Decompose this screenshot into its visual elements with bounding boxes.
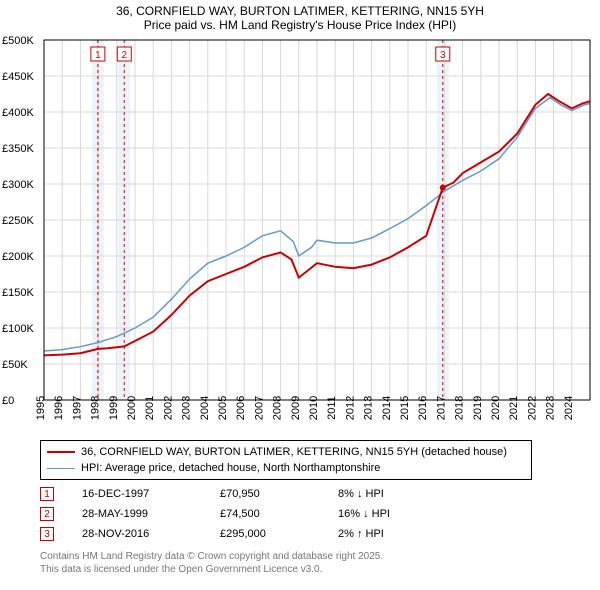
title-line-2: Price paid vs. HM Land Registry's House … [0,18,600,32]
chart-area: £0 £50K £100K £150K £200K £250K £300K £350K £400… [0,34,600,434]
sale-price: £295,000 [220,528,310,540]
x-tick-label: 2002 [162,396,174,420]
x-tick-label: 2007 [253,396,265,420]
x-tick-label: 2016 [417,396,429,420]
legend-label: HPI: Average price, detached house, Nort… [81,462,380,474]
x-tick-label: 2021 [508,396,520,420]
sale-row: 3 28-NOV-2016 £295,000 2% ↑ HPI [40,524,600,544]
x-tick-label: 2009 [290,396,302,420]
sale-row: 2 28-MAY-1999 £74,500 16% ↓ HPI [40,504,600,524]
sale-marker-label: 3 [440,50,446,61]
legend: 36, CORNFIELD WAY, BURTON LATIMER, KETTE… [40,440,532,480]
sale-badge: 3 [40,527,54,541]
legend-row: HPI: Average price, detached house, Nort… [47,460,525,476]
sales-table: 1 16-DEC-1997 £70,950 8% ↓ HPI 2 28-MAY-1999 £… [40,484,600,544]
y-tick-label: £0 [2,395,14,407]
x-tick-label: 2015 [399,396,411,420]
y-tick-label: £150K [2,287,34,299]
sale-date: 28-MAY-1999 [82,508,192,520]
y-tick-label: £50K [2,359,28,371]
chart-title: 36, CORNFIELD WAY, BURTON LATIMER, KETTE… [0,0,600,34]
sale-badge: 2 [40,507,54,521]
legend-swatch [47,468,75,469]
y-tick-label: £450K [2,71,34,83]
x-tick-label: 2020 [490,396,502,420]
y-tick-label: £400K [2,107,34,119]
y-tick-label: £100K [2,323,34,335]
x-tick-label: 2006 [235,396,247,420]
sale-row: 1 16-DEC-1997 £70,950 8% ↓ HPI [40,484,600,504]
footer-line-2: This data is licensed under the Open Gov… [40,563,600,576]
sale-diff: 8% ↓ HPI [338,488,428,500]
y-tick-label: £300K [2,179,34,191]
x-tick-label: 2013 [363,396,375,420]
sale-price: £74,500 [220,508,310,520]
title-line-1: 36, CORNFIELD WAY, BURTON LATIMER, KETTE… [0,4,600,18]
legend-swatch [47,451,75,453]
y-tick-label: £200K [2,251,34,263]
x-tick-label: 2003 [181,396,193,420]
x-tick-label: 2008 [272,396,284,420]
x-tick-label: 1996 [53,396,65,420]
x-tick-label: 1997 [71,396,83,420]
sale-point [440,185,446,191]
x-tick-label: 2012 [344,396,356,420]
x-tick-label: 1995 [35,396,47,420]
sale-marker-label: 1 [95,50,101,61]
x-tick-label: 2001 [144,396,156,420]
x-tick-label: 2010 [308,396,320,420]
x-tick-label: 2014 [381,396,393,420]
y-tick-label: £350K [2,143,34,155]
x-tick-label: 1999 [108,396,120,420]
legend-label: 36, CORNFIELD WAY, BURTON LATIMER, KETTE… [81,446,507,458]
y-tick-label: £250K [2,215,34,227]
footer-line-1: Contains HM Land Registry data © Crown c… [40,550,600,563]
sale-badge: 1 [40,487,54,501]
x-tick-label: 2004 [199,396,211,420]
footer-attribution: Contains HM Land Registry data © Crown c… [40,550,600,576]
x-tick-label: 2019 [472,396,484,420]
x-tick-label: 1998 [90,396,102,420]
x-tick-label: 2017 [435,396,447,420]
x-tick-label: 2022 [526,396,538,420]
sale-marker-label: 2 [121,50,127,61]
sale-date: 16-DEC-1997 [82,488,192,500]
legend-row: 36, CORNFIELD WAY, BURTON LATIMER, KETTE… [47,444,525,460]
sale-price: £70,950 [220,488,310,500]
x-tick-label: 2024 [563,396,575,420]
line-chart-svg: £0 £50K £100K £150K £200K £250K £300K £350K £400… [0,34,600,434]
sale-diff: 16% ↓ HPI [338,508,428,520]
y-tick-label: £500K [2,35,34,47]
x-tick-label: 2005 [217,396,229,420]
sale-diff: 2% ↑ HPI [338,528,428,540]
x-tick-label: 2000 [126,396,138,420]
sale-date: 28-NOV-2016 [82,528,192,540]
x-tick-label: 2018 [454,396,466,420]
x-tick-label: 2023 [545,396,557,420]
